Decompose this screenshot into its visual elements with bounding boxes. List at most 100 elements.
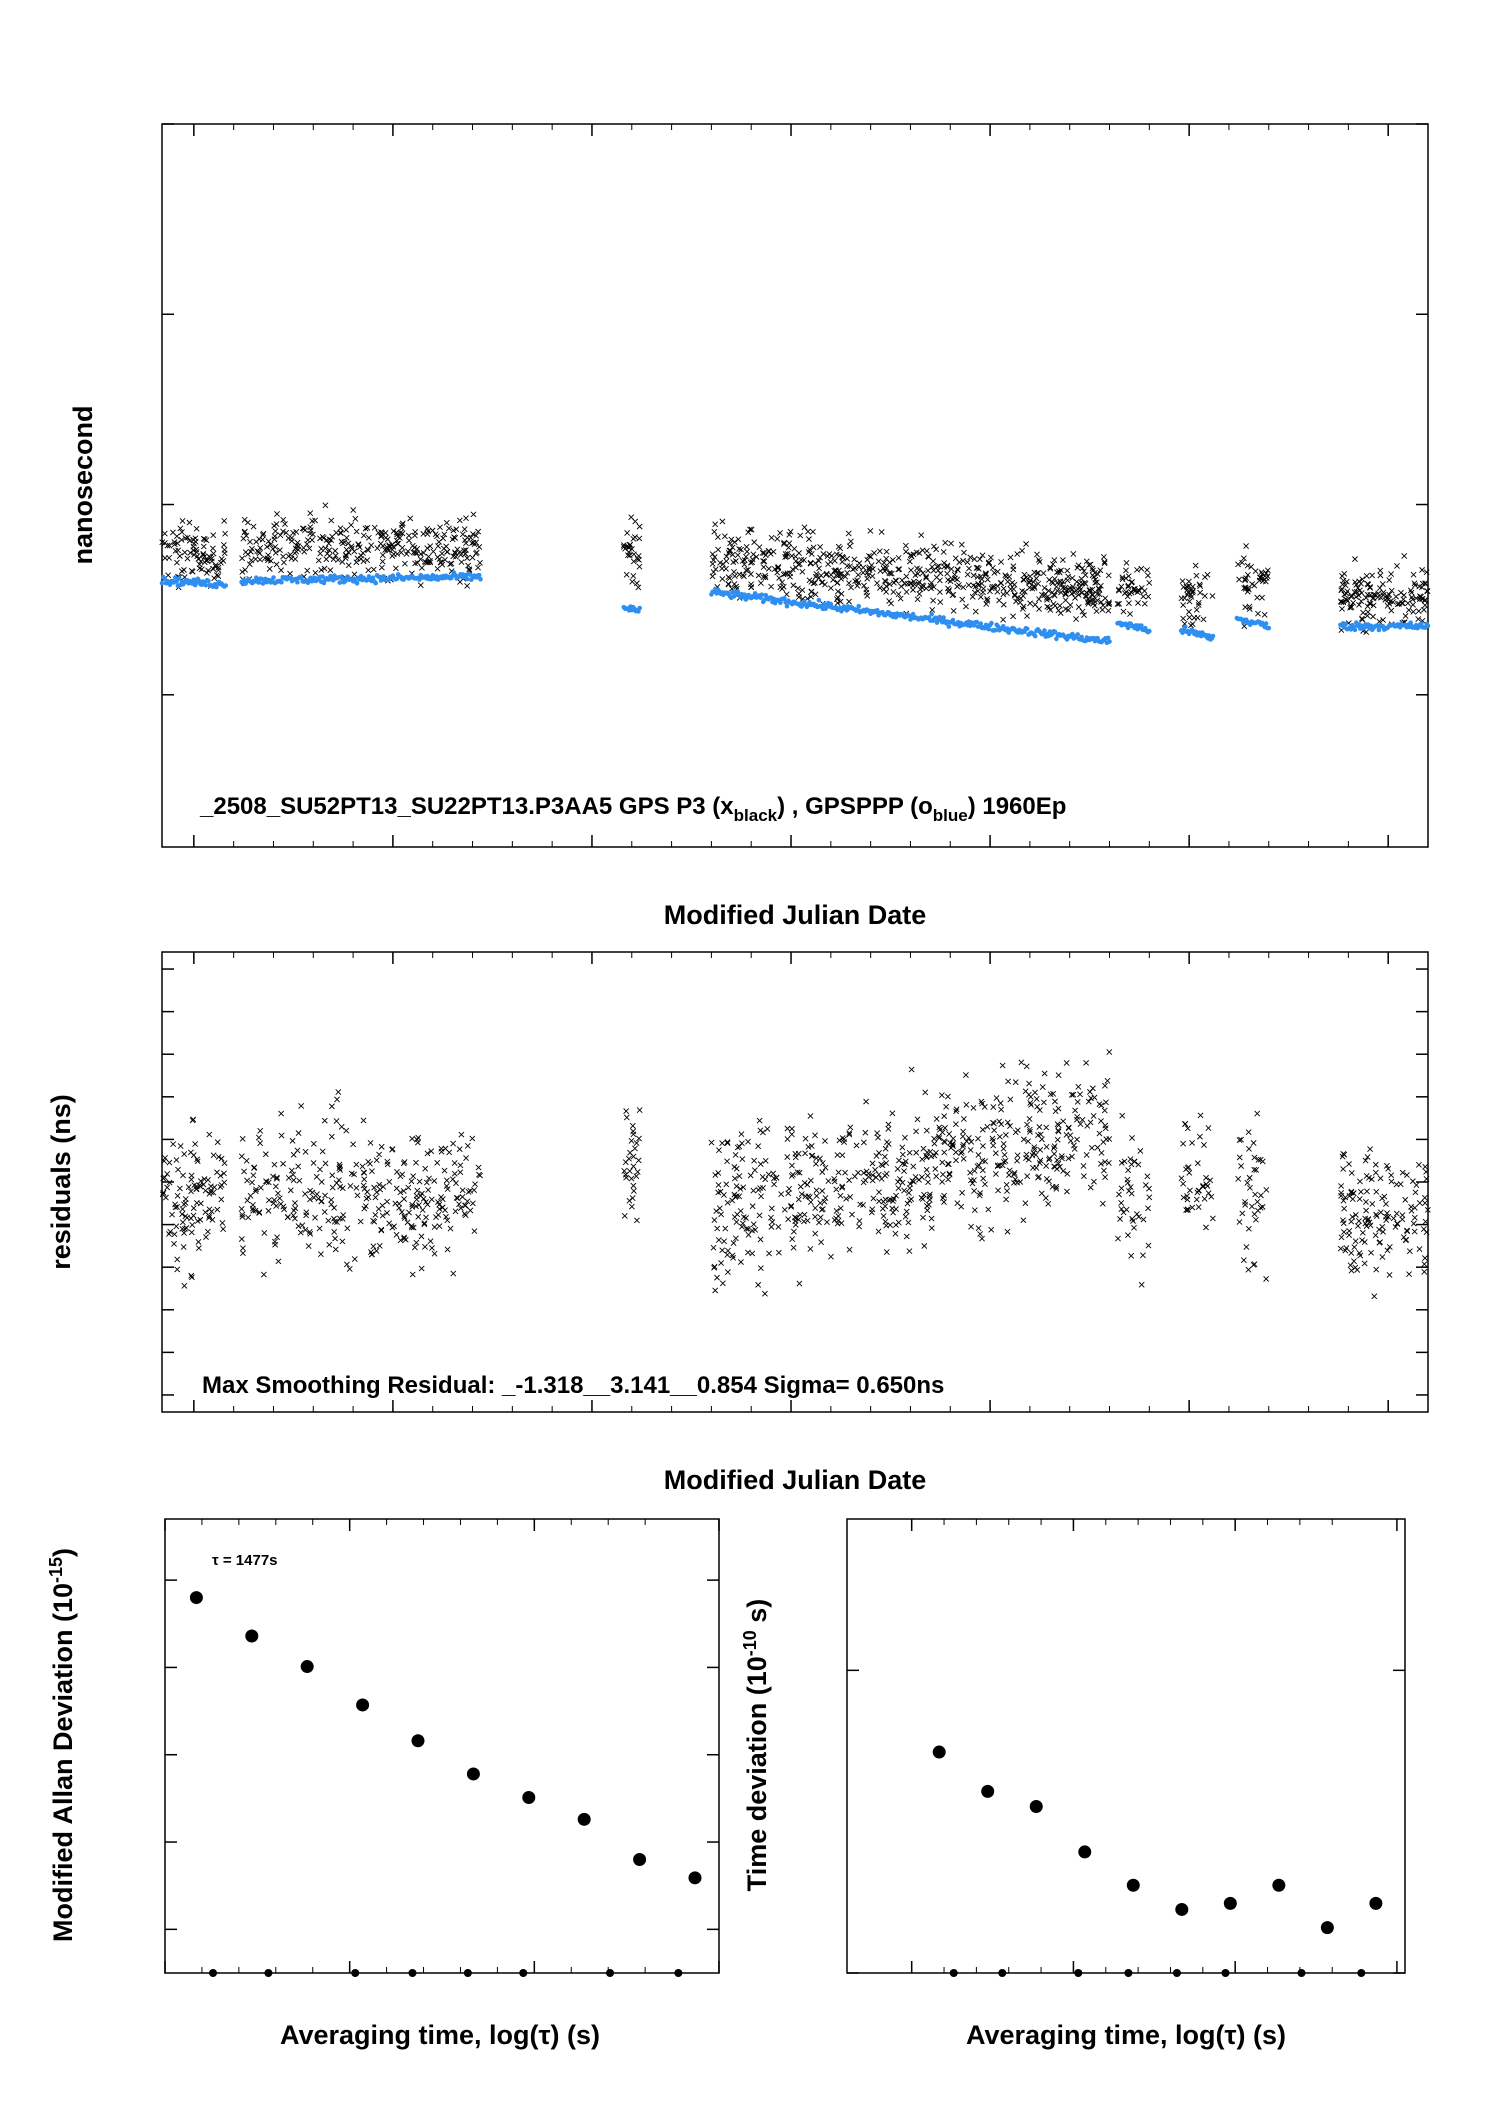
x-marker-point [719,1247,726,1254]
x-marker-point [189,1222,196,1228]
x-marker-point [1255,1156,1262,1163]
x-marker-point [409,1135,416,1142]
x-marker-point [895,566,902,573]
x-marker-point [1139,1252,1146,1259]
x-marker-point [1118,1200,1125,1206]
x-marker-point [930,597,937,604]
x-marker-point [372,1211,379,1218]
x-marker-point [715,546,722,553]
x-marker-point [976,556,983,563]
x-marker-point [969,593,976,600]
x-marker-point [1093,608,1100,615]
x-marker-point [1060,578,1067,585]
x-marker-point [925,1201,932,1208]
x-marker-point [1051,576,1058,582]
x-marker-point [810,528,816,535]
x-marker-point [166,1159,173,1166]
x-marker-point [828,552,835,559]
x-marker-point [262,1151,269,1158]
x-marker-point [1033,1096,1040,1102]
x-marker-point [1025,1138,1032,1145]
x-marker-point [718,1211,725,1218]
x-marker-point [843,1195,850,1202]
x-marker-point [1411,1204,1418,1211]
x-marker-point [846,1130,853,1136]
gpsppp-point [429,576,434,582]
x-marker-point [1355,1222,1361,1229]
x-marker-point [1184,1206,1191,1213]
x-marker-point [1077,1091,1083,1098]
x-marker-point [710,1244,717,1251]
x-marker-point [1127,1184,1134,1190]
x-marker-point [869,1206,876,1213]
x-marker-point [889,1205,896,1212]
x-marker-point [348,545,355,552]
x-marker-point [1363,1207,1370,1214]
x-marker-point [188,1272,195,1279]
x-marker-point [922,1089,929,1096]
x-marker-point [910,1178,917,1185]
x-marker-point [869,1160,876,1167]
x-marker-point [795,585,801,592]
x-marker-point [310,1160,317,1166]
x-marker-point [899,1144,906,1151]
x-marker-point [991,1127,998,1134]
x-marker-point [190,1212,197,1219]
gpsppp-point [1147,628,1152,634]
x-marker-point [756,544,763,551]
x-marker-point [409,1271,416,1278]
x-marker-point [399,530,406,537]
x-marker-point [944,1161,951,1167]
x-marker-point [198,566,205,573]
x-marker-point [1118,583,1125,590]
x-marker-point [722,1225,729,1232]
x-marker-point [283,529,290,536]
x-marker-point [789,566,796,573]
x-marker-point [1055,1072,1062,1079]
x-marker-point [1133,1211,1140,1217]
x-marker-point [984,597,991,604]
x-marker-point [378,1143,385,1150]
x-marker-point [834,596,840,603]
gpsppp-series [159,570,1431,645]
x-marker-point [730,1240,737,1247]
x-marker-point [817,554,823,561]
x-marker-point [1075,1083,1082,1090]
x-marker-point [823,570,830,577]
x-marker-point [246,561,253,568]
x-marker-point [1180,1180,1187,1187]
y-axis-title-main: Modified Allan Deviation (10 [48,1583,78,1942]
x-marker-point [292,1200,298,1206]
x-marker-point [365,1194,372,1201]
x-marker-point [869,573,876,580]
x-marker-point [1081,579,1088,586]
x-marker-point [979,552,986,559]
x-marker-point [1106,1049,1113,1055]
x-marker-point [427,543,434,550]
x-marker-point [414,546,421,552]
x-marker-point [1062,591,1069,597]
x-marker-point [256,1209,263,1216]
x-marker-point [995,1187,1001,1194]
x-marker-point [171,1240,177,1247]
x-marker-point [1000,1158,1007,1165]
x-marker-point [761,558,768,565]
x-marker-point [789,1125,795,1132]
x-marker-point [362,525,369,532]
x-marker-point [1384,1210,1390,1217]
x-marker-point [1205,1125,1212,1131]
axis-ticks [162,123,1429,847]
x-marker-point [1049,1183,1056,1190]
x-marker-point [883,1222,890,1229]
deviation-point [466,1767,480,1781]
x-marker-point [875,1228,882,1235]
x-marker-point [1184,1193,1190,1199]
x-marker-point [375,529,382,536]
x-marker-point [987,554,994,561]
x-marker-point [756,1212,763,1219]
gpsppp-point [1052,629,1058,635]
x-marker-point [1200,616,1207,623]
x-marker-point [260,530,267,537]
x-marker-point [463,515,469,522]
x-marker-point [1098,1118,1104,1124]
